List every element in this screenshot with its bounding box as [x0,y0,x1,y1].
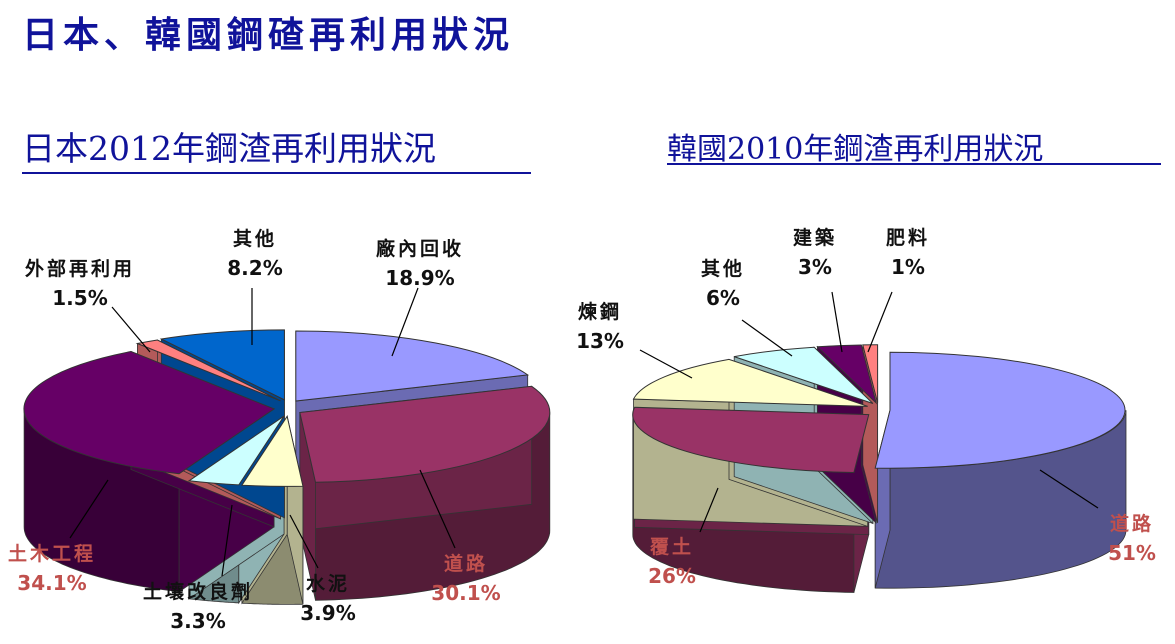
slice-value-slice-3: 6% [706,286,740,310]
japan-chart-title: 日本2012年鋼渣再利用狀況 [22,129,436,168]
slice-value-slice-0: 51% [1108,541,1156,565]
pie-top-slice-5 [135,339,281,402]
leader-line-slice-2 [639,349,693,379]
japan-title-underline [22,172,531,174]
pie-labels: 廠內回收 18.9% 道路 30.1% 水泥 3.9% 土壤改良劑 3.3% 土木工程 34.1%… [8,227,501,633]
pie-top-slice-0 [295,330,530,402]
slice-value-slice-2: 13% [576,329,624,353]
pie-top-slice-2 [632,358,868,407]
slice-label-slice-5: 外部再利用 [25,257,135,280]
pie-top-slice-0 [874,351,1126,469]
slice-label-slice-4: 建築 [793,226,837,249]
slice-label-slice-3: 土壤改良劑 [143,580,253,603]
pie-tops [632,344,1126,474]
slice-value-slice-1: 26% [648,564,696,588]
slice-value-slice-0: 18.9% [385,266,454,290]
leader-line-slice-3 [741,319,793,357]
pie-top-slice-3 [187,415,285,486]
slice-label-slice-0: 道路 [1110,512,1154,535]
korea-pie-chart: 道路 51% 覆土 26% 煉鋼 13% 其他 6% 建築 3% 肥料 1% [576,226,1156,593]
page-title: 日本、韓國鋼碴再利用狀況 [22,14,515,56]
pie-top-slice-3 [734,346,874,404]
leader-line-slice-2 [289,514,319,569]
slice-value-slice-4: 3% [798,255,832,279]
slice-value-slice-5: 1% [891,255,925,279]
slice-label-slice-3: 其他 [701,257,745,280]
slice-value-slice-5: 1.5% [52,286,107,310]
slice-label-slice-2: 煉鋼 [578,300,622,323]
slice-label-slice-0: 廠內回收 [376,237,464,260]
korea-title-underline [667,163,1161,165]
pie-top-slice-5 [862,344,879,403]
pie-top-slice-4 [816,344,878,405]
slice-value-slice-4: 34.1% [17,571,86,595]
leader-line-slice-5 [867,291,893,353]
slice-label-slice-1: 道路 [444,552,488,575]
pie-top-slice-2 [241,415,304,487]
leader-line-slice-3 [221,504,233,577]
slice-value-slice-2: 3.9% [300,601,355,625]
slice-label-slice-5: 肥料 [886,226,930,249]
slice-label-slice-6: 其他 [233,227,277,250]
slice-label-slice-2: 水泥 [306,573,350,595]
leader-line-slice-5 [111,306,151,353]
leader-line-slice-1 [699,487,719,533]
pie-top-slice-6 [159,329,285,401]
japan-pie-chart: 廠內回收 18.9% 道路 30.1% 水泥 3.9% 土壤改良劑 3.3% 土木工程 34.1%… [8,227,551,633]
leader-line-slice-1 [419,469,456,549]
slice-label-slice-4: 土木工程 [8,542,96,565]
slice-value-slice-3: 3.3% [170,609,225,633]
korea-chart-title: 韓國2010年鋼渣再利用狀況 [667,132,1044,167]
pie-top-slice-1 [632,406,870,474]
pie-tops [23,329,551,487]
slice-label-slice-1: 覆土 [649,536,694,558]
pie-top-slice-4 [23,350,276,475]
leader-line-slice-4 [69,479,109,539]
slice-value-slice-1: 30.1% [431,581,500,605]
leader-line-slice-4 [831,291,843,353]
leader-line-slice-0 [391,287,419,357]
pie-top-slice-1 [299,385,551,483]
slice-value-slice-6: 8.2% [227,256,282,280]
leader-line-slice-0 [1039,469,1099,509]
pie-labels: 道路 51% 覆土 26% 煉鋼 13% 其他 6% 建築 3% 肥料 1% [576,226,1156,588]
